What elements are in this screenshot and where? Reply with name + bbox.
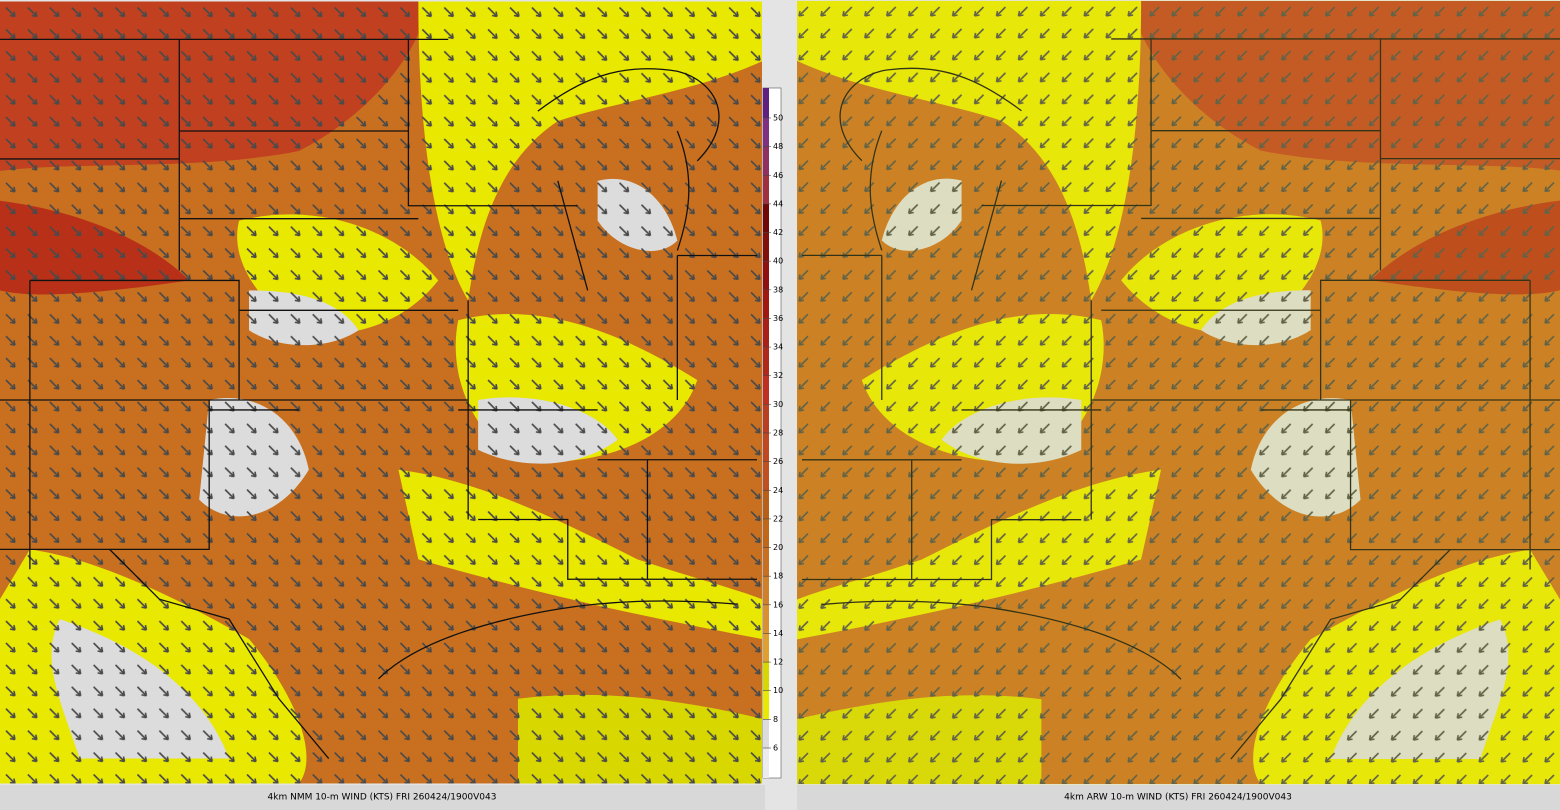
colorbar-tick-label: 42 bbox=[773, 228, 783, 237]
colorbar-tick-label: 34 bbox=[773, 343, 783, 352]
colorbar-tick-label: 32 bbox=[773, 371, 783, 380]
colorbar-tick-label: 14 bbox=[773, 629, 783, 638]
colorbar-tick-label: 38 bbox=[773, 285, 783, 294]
colorbar: 6 8 10 12 14 16 18 20 22 24 26 28 30 32 34 36 38 40 42 44 46… bbox=[762, 87, 783, 779]
colorbar-tick-label: 24 bbox=[773, 486, 783, 495]
colorbar-segment bbox=[763, 375, 769, 405]
colorbar-tick-label: 30 bbox=[773, 400, 783, 409]
colorbar-segment bbox=[763, 433, 769, 462]
colorbar-tick-label: 26 bbox=[773, 457, 783, 466]
colorbar-segment bbox=[763, 576, 769, 605]
colorbar-segment bbox=[763, 748, 769, 778]
colorbar-segment bbox=[763, 604, 769, 634]
colorbar-segment bbox=[763, 633, 769, 663]
colorbar-segment bbox=[763, 518, 769, 548]
colorbar-segment bbox=[763, 175, 769, 204]
caption: 4km ARW 10-m WIND (KTS) FRI 260424/1900V… bbox=[1064, 793, 1292, 803]
colorbar-segment bbox=[763, 203, 769, 233]
colorbar-segment bbox=[763, 404, 769, 433]
colorbar-tick-label: 12 bbox=[773, 658, 783, 667]
colorbar-segment bbox=[763, 88, 769, 118]
colorbar-tick-label: 16 bbox=[773, 600, 783, 609]
caption: 4km NMM 10-m WIND (KTS) FRI 260424/1900V… bbox=[268, 793, 497, 803]
colorbar-segment bbox=[763, 261, 769, 290]
colorbar-segment bbox=[763, 719, 769, 748]
colorbar-segment bbox=[763, 347, 769, 376]
colorbar-segment bbox=[763, 461, 769, 491]
colorbar-segment bbox=[763, 146, 769, 176]
colorbar-segment bbox=[763, 289, 769, 319]
colorbar-tick-label: 20 bbox=[773, 543, 783, 552]
caption-band bbox=[0, 785, 765, 810]
colorbar-segment bbox=[763, 490, 769, 519]
colorbar-tick-label: 50 bbox=[773, 114, 783, 123]
colorbar-segment bbox=[763, 690, 769, 720]
colorbar-tick-label: 36 bbox=[773, 314, 783, 323]
caption-band bbox=[797, 785, 1560, 810]
colorbar-segment bbox=[763, 118, 769, 147]
colorbar-tick-label: 44 bbox=[773, 199, 783, 208]
colorbar-segment bbox=[763, 662, 769, 691]
colorbar-tick-label: 22 bbox=[773, 514, 783, 523]
colorbar-tick-label: 28 bbox=[773, 429, 783, 438]
colorbar-tick-label: 6 bbox=[773, 744, 778, 753]
colorbar-tick-label: 46 bbox=[773, 171, 783, 180]
colorbar-tick-label: 18 bbox=[773, 572, 783, 581]
colorbar-tick-label: 48 bbox=[773, 142, 783, 151]
colorbar-tick-label: 10 bbox=[773, 686, 783, 695]
map-left bbox=[0, 0, 762, 785]
colorbar-segment bbox=[763, 318, 769, 348]
colorbar-segment bbox=[763, 232, 769, 262]
colorbar-tick-label: 8 bbox=[773, 715, 778, 724]
map-right bbox=[797, 0, 1560, 785]
colorbar-segment bbox=[763, 547, 769, 577]
colorbar-tick-label: 40 bbox=[773, 257, 783, 266]
